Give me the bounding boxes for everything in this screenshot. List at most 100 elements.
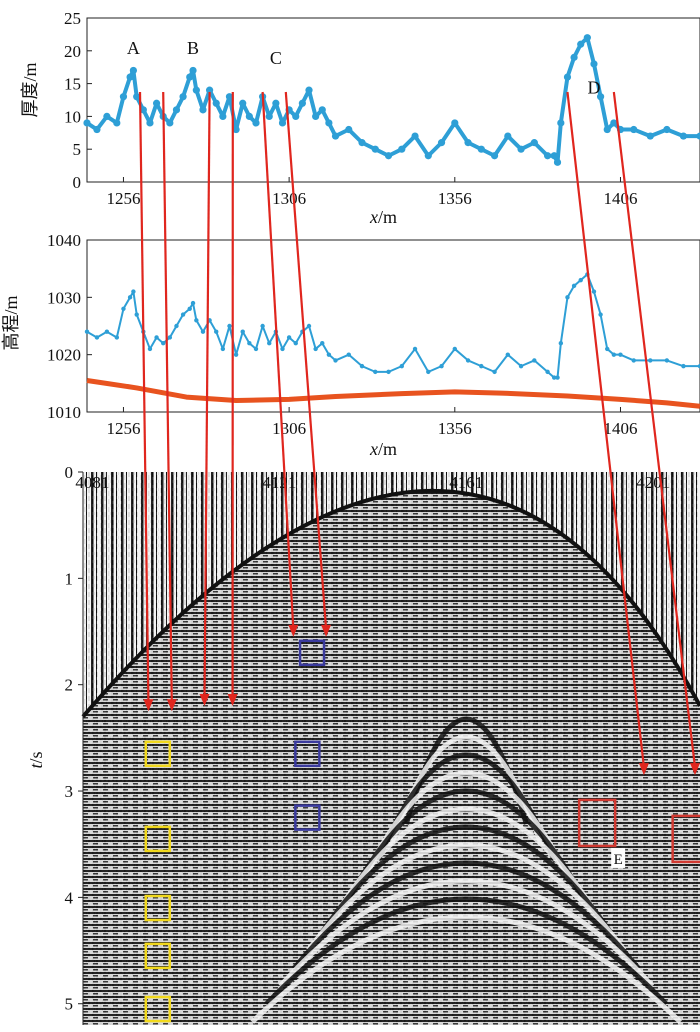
elevation-data-point: [664, 358, 670, 363]
elevation-xtick-label: 1406: [603, 419, 637, 438]
thickness-data-point: [596, 93, 605, 101]
elevation-data-point: [194, 318, 199, 323]
thickness-data-point: [192, 86, 200, 94]
thickness-data-point: [696, 132, 700, 140]
elevation-data-point: [306, 323, 312, 329]
thickness-data-point: [663, 125, 671, 134]
thickness-data-point: [504, 132, 512, 140]
elevation-data-point: [227, 323, 232, 329]
elevation-data-point: [552, 375, 557, 380]
pick-arrowhead: [690, 763, 700, 776]
seismic-ytick-label: 2: [65, 676, 74, 695]
thickness-data-point: [292, 112, 300, 120]
thickness-data-point: [146, 119, 154, 127]
elevation-data-point: [114, 335, 120, 340]
elevation-xtick-label: 1256: [106, 419, 140, 438]
elevation-data-point: [267, 341, 272, 346]
elevation-data-point: [187, 306, 192, 311]
pick-arrowhead: [143, 699, 154, 712]
point-label-a: A: [127, 38, 140, 58]
thickness-data-point: [312, 112, 320, 120]
thickness-data-point: [384, 152, 393, 160]
elevation-data-point: [399, 363, 404, 369]
thickness-data-point: [103, 112, 111, 120]
thickness-data-point: [577, 40, 585, 48]
thickness-y-axis-label: 厚度/m: [20, 62, 40, 117]
elevation-data-point: [386, 369, 391, 375]
thickness-data-point: [232, 125, 240, 134]
thickness-data-point: [278, 119, 287, 127]
elevation-data-point: [247, 341, 252, 346]
elevation-data-point: [558, 341, 564, 346]
elevation-data-point: [293, 341, 298, 346]
thickness-data-point: [186, 73, 194, 81]
trace-number-label: 4081: [75, 473, 109, 492]
elevation-plot: 高程/m x/m 1010 1020 1030 1040 1256 1306 1356 140…: [1, 231, 700, 459]
thickness-ytick-label: 20: [64, 42, 81, 61]
red-box-marker: [577, 798, 617, 848]
red-box-marker: [671, 814, 700, 864]
elevation-data-point: [648, 358, 653, 363]
thickness-data-point: [490, 152, 499, 160]
elevation-data-point: [611, 352, 617, 357]
thickness-data-point: [298, 99, 306, 107]
elevation-data-point: [591, 289, 597, 294]
thickness-data-point: [371, 145, 379, 153]
yellow-box-marker: [144, 740, 172, 768]
thickness-ytick-label: 0: [73, 173, 82, 192]
elevation-data-point: [697, 363, 700, 369]
thickness-data-point: [451, 119, 459, 127]
elevation-data-point: [631, 358, 636, 363]
thickness-data-point: [550, 152, 558, 160]
elevation-data-point: [167, 335, 173, 340]
thickness-data-point: [563, 73, 572, 81]
thickness-data-point: [225, 93, 234, 101]
elevation-data-point: [313, 346, 318, 352]
elevation-xtick-label: 1306: [272, 419, 306, 438]
pick-line: [162, 91, 173, 704]
seismic-y-axis-label: t/s: [26, 751, 46, 768]
elevation-data-point: [94, 335, 100, 340]
thickness-data-point: [179, 93, 187, 101]
thickness-data-point: [477, 145, 485, 153]
point-label-c: C: [270, 48, 282, 68]
thickness-ytick-label: 25: [64, 9, 81, 28]
point-label-d: D: [587, 77, 600, 97]
pick-arrowhead: [166, 699, 177, 712]
thickness-data-point: [166, 119, 174, 127]
thickness-data-point: [129, 66, 137, 75]
diffraction-arc: [264, 896, 669, 1006]
elevation-data-point: [681, 363, 686, 369]
thickness-data-point: [331, 132, 340, 140]
thickness-data-point: [603, 125, 611, 134]
pick-arrowhead: [321, 624, 332, 637]
diffraction-arc: [334, 806, 599, 916]
elevation-data-point: [220, 346, 226, 352]
first-arrival-cone: [83, 490, 700, 1025]
thickness-data-point: [139, 106, 147, 114]
elevation-data-point: [253, 346, 259, 352]
thickness-ytick-label: 15: [64, 75, 81, 94]
seismic-section: t/s 道 0123454081412141614201EF: [26, 463, 700, 1025]
thickness-data-point: [570, 53, 578, 61]
elevation-data-point: [84, 329, 90, 334]
elevation-data-point: [598, 312, 603, 317]
elevation-data-point: [326, 352, 332, 357]
thickness-xtick-label: 1306: [272, 189, 306, 208]
trace-number-label: 4121: [262, 473, 296, 492]
thickness-data-point: [553, 158, 562, 166]
diffraction-arc: [362, 770, 571, 880]
thickness-data-point: [252, 119, 260, 127]
thickness-data-point: [646, 132, 654, 140]
elevation-data-point: [578, 277, 583, 283]
thickness-data-point: [239, 99, 247, 107]
elevation-data-point: [439, 363, 444, 369]
elevation-data-point: [492, 369, 497, 375]
diffraction-arc: [278, 878, 655, 988]
thickness-data-point: [113, 119, 121, 127]
elevation-ytick-label: 1030: [47, 288, 81, 307]
elevation-data-point: [240, 329, 245, 334]
thickness-data-point: [206, 86, 214, 94]
thickness-data-point: [679, 132, 688, 140]
